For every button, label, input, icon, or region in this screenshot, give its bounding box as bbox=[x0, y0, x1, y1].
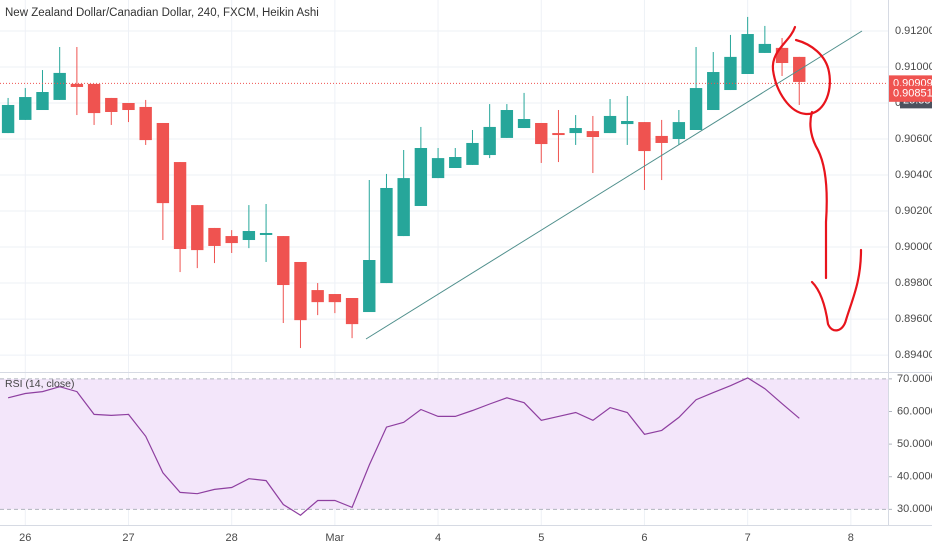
candle-body bbox=[87, 83, 101, 114]
x-tick-label: 28 bbox=[226, 532, 238, 544]
candle-body bbox=[36, 92, 49, 111]
trend-line bbox=[365, 30, 863, 340]
candle-body bbox=[397, 178, 410, 237]
y-tick-label: 0.89800 bbox=[895, 277, 932, 289]
candle-body bbox=[139, 106, 152, 141]
candle-body bbox=[552, 133, 565, 136]
y-tick-label: 0.90000 bbox=[895, 241, 932, 253]
candle-body bbox=[277, 236, 290, 286]
candle-body bbox=[363, 260, 376, 313]
user-drawings bbox=[365, 25, 863, 340]
hand-drawn-arrow-shaft bbox=[809, 110, 828, 280]
y-tick-label: 0.89600 bbox=[895, 313, 932, 325]
hand-drawn-circle bbox=[771, 25, 831, 116]
candle-body bbox=[156, 122, 170, 204]
candle-body bbox=[122, 102, 135, 111]
candle-body bbox=[741, 34, 754, 75]
candle-body bbox=[311, 290, 324, 303]
price-axis-labels: 0.9090925:380.90851 bbox=[889, 75, 932, 109]
y-tick-label: 0.90600 bbox=[895, 133, 932, 145]
candle-body bbox=[483, 126, 496, 156]
y-tick-label: 0.91200 bbox=[895, 25, 932, 37]
y-tick-label: 60.0000 bbox=[897, 405, 932, 417]
x-tick-label: 27 bbox=[122, 532, 134, 544]
candle-body bbox=[672, 122, 686, 140]
candle-body bbox=[294, 261, 307, 321]
candle-body bbox=[53, 72, 66, 100]
x-tick-label: 4 bbox=[435, 532, 441, 544]
price-label-box bbox=[889, 85, 932, 102]
candle-body bbox=[466, 142, 479, 165]
candle-body bbox=[621, 120, 634, 125]
candle-body bbox=[655, 135, 668, 143]
candle-body bbox=[431, 158, 445, 179]
candle-body bbox=[517, 119, 531, 129]
x-tick-label: 6 bbox=[641, 532, 647, 544]
y-tick-label: 0.90200 bbox=[895, 205, 932, 217]
candle-body bbox=[603, 115, 617, 134]
candle-body bbox=[105, 97, 118, 112]
y-tick-label: 0.89400 bbox=[895, 349, 932, 361]
y-tick-label: 70.0000 bbox=[897, 373, 932, 385]
candle-body bbox=[208, 227, 221, 246]
candle-body bbox=[689, 88, 703, 131]
x-tick-label: 26 bbox=[19, 532, 31, 544]
y-tick-label: 40.0000 bbox=[897, 471, 932, 483]
candle-body bbox=[1, 104, 15, 134]
candle-body bbox=[70, 83, 84, 87]
candle-body bbox=[449, 157, 462, 168]
y-tick-label: 0.90400 bbox=[895, 169, 932, 181]
candle-body bbox=[259, 232, 273, 235]
y-tick-label: 0.91000 bbox=[895, 61, 932, 73]
candle-body bbox=[569, 128, 582, 134]
candle-body bbox=[191, 205, 204, 251]
rsi-line bbox=[7, 377, 800, 516]
rsi-band bbox=[0, 378, 888, 510]
candle-body bbox=[328, 294, 342, 303]
candle-body bbox=[173, 162, 187, 250]
candle-body bbox=[758, 43, 772, 53]
frame bbox=[0, 0, 932, 526]
candle-body bbox=[380, 187, 393, 284]
x-tick-label: 8 bbox=[848, 532, 854, 544]
candle-body bbox=[535, 122, 548, 145]
candle-body bbox=[242, 231, 256, 241]
candle-body bbox=[225, 236, 238, 244]
y-tick-label: 30.0000 bbox=[897, 503, 932, 515]
candle-body bbox=[414, 148, 428, 206]
candle-body bbox=[345, 297, 359, 325]
candle-body bbox=[724, 56, 737, 91]
chart-title: New Zealand Dollar/Canadian Dollar, 240,… bbox=[5, 7, 319, 19]
candle-body bbox=[500, 110, 514, 138]
x-tick-label: 7 bbox=[745, 532, 751, 544]
pane-title: RSI (14, close) bbox=[5, 378, 74, 390]
x-tick-label: Mar bbox=[325, 532, 344, 544]
x-tick-label: 5 bbox=[538, 532, 544, 544]
candle-body bbox=[707, 72, 720, 111]
hand-drawn-arrow-head bbox=[810, 248, 863, 332]
candle-body bbox=[19, 97, 32, 120]
candle-body bbox=[638, 122, 651, 152]
candle-body bbox=[586, 131, 600, 138]
price-label: 0.90851 bbox=[893, 88, 932, 100]
y-tick-label: 50.0000 bbox=[897, 438, 932, 450]
